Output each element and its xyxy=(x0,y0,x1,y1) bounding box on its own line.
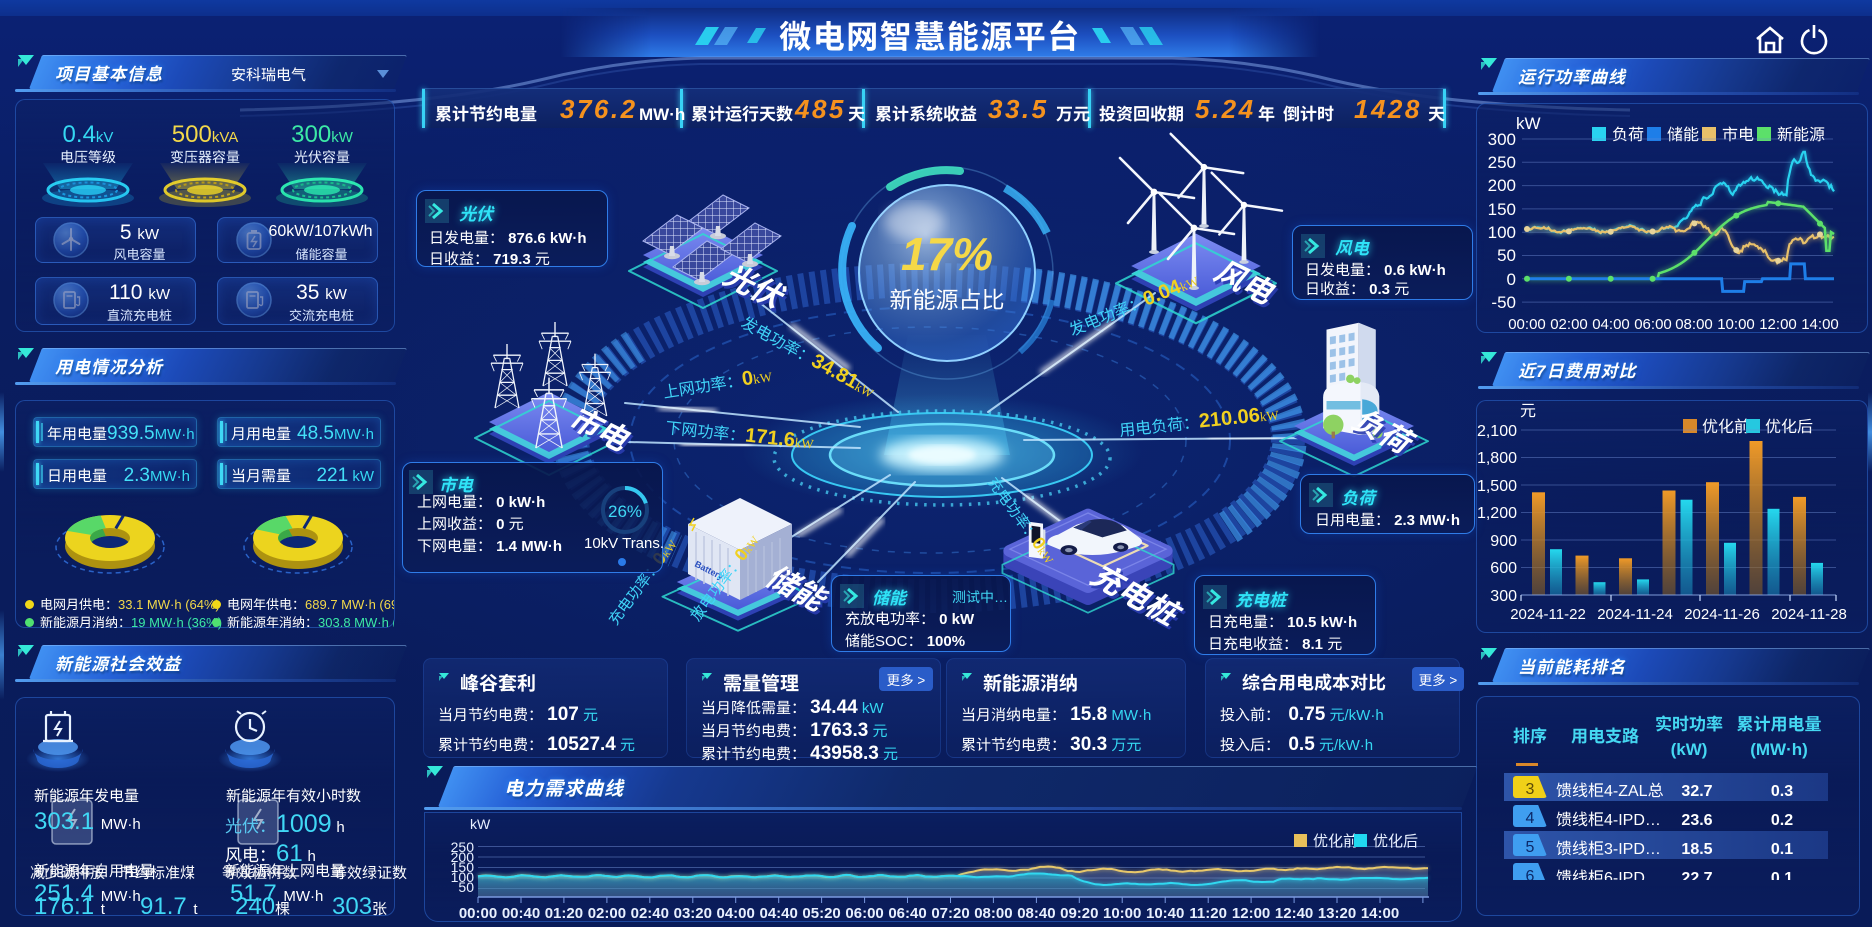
svg-text:900: 900 xyxy=(1490,533,1517,550)
svg-text:优化前: 优化前 xyxy=(1313,833,1358,850)
svg-text:08:40: 08:40 xyxy=(1017,905,1055,922)
svg-text:09:20: 09:20 xyxy=(1060,905,1098,922)
svg-text:100: 100 xyxy=(451,869,475,885)
svg-text:50: 50 xyxy=(1497,246,1516,265)
svg-text:市电: 市电 xyxy=(1722,121,1754,145)
svg-text:03:20: 03:20 xyxy=(674,905,712,922)
svg-text:00:00: 00:00 xyxy=(1508,316,1546,333)
svg-text:2024-11-24: 2024-11-24 xyxy=(1597,606,1673,623)
svg-text:0: 0 xyxy=(1507,270,1516,289)
svg-text:04:00: 04:00 xyxy=(1592,316,1630,333)
svg-text:02:00: 02:00 xyxy=(1550,316,1588,333)
svg-text:微电网智慧能源平台: 微电网智慧能源平台 xyxy=(779,12,1081,58)
svg-text:13:20: 13:20 xyxy=(1318,905,1356,922)
svg-text:1,800: 1,800 xyxy=(1477,450,1517,467)
svg-text:储能: 储能 xyxy=(1667,121,1699,145)
svg-text:17%: 17% xyxy=(901,228,993,280)
svg-text:06:00: 06:00 xyxy=(1634,316,1672,333)
svg-text:10:40: 10:40 xyxy=(1146,905,1184,922)
svg-text:元: 元 xyxy=(1520,403,1536,420)
svg-text:06:00: 06:00 xyxy=(845,905,883,922)
svg-text:1,500: 1,500 xyxy=(1477,478,1517,495)
svg-text:2024-11-22: 2024-11-22 xyxy=(1510,606,1586,623)
svg-text:26%: 26% xyxy=(608,502,642,521)
svg-text:250: 250 xyxy=(451,839,475,855)
svg-text:2,100: 2,100 xyxy=(1477,423,1517,440)
svg-text:优化后: 优化后 xyxy=(1373,833,1418,850)
svg-text:12:40: 12:40 xyxy=(1275,905,1313,922)
svg-text:12:00: 12:00 xyxy=(1232,905,1270,922)
svg-text:2024-11-28: 2024-11-28 xyxy=(1771,606,1847,623)
svg-text:600: 600 xyxy=(1490,560,1517,577)
svg-text:150: 150 xyxy=(451,859,475,875)
svg-text:01:20: 01:20 xyxy=(545,905,583,922)
svg-text:负荷: 负荷 xyxy=(1612,121,1644,145)
svg-text:250: 250 xyxy=(1488,153,1516,172)
svg-text:100: 100 xyxy=(1488,223,1516,242)
svg-text:1,200: 1,200 xyxy=(1477,505,1517,522)
svg-text:11:20: 11:20 xyxy=(1189,905,1227,922)
svg-text:07:20: 07:20 xyxy=(931,905,969,922)
svg-text:kW: kW xyxy=(1516,114,1541,133)
svg-text:优化前: 优化前 xyxy=(1702,413,1750,437)
svg-text:02:00: 02:00 xyxy=(588,905,626,922)
svg-text:新能源占比: 新能源占比 xyxy=(890,281,1005,315)
svg-text:300: 300 xyxy=(1488,130,1516,149)
svg-text:2024-11-26: 2024-11-26 xyxy=(1684,606,1760,623)
svg-text:04:40: 04:40 xyxy=(760,905,798,922)
svg-text:12:00: 12:00 xyxy=(1759,316,1797,333)
svg-text:00:40: 00:40 xyxy=(502,905,540,922)
svg-text:新能源: 新能源 xyxy=(1777,121,1825,145)
svg-text:14:00: 14:00 xyxy=(1801,316,1839,333)
svg-text:300: 300 xyxy=(1490,588,1517,605)
svg-text:150: 150 xyxy=(1488,200,1516,219)
svg-text:200: 200 xyxy=(451,849,475,865)
svg-text:05:20: 05:20 xyxy=(802,905,840,922)
svg-text:50: 50 xyxy=(458,879,474,895)
svg-text:-50: -50 xyxy=(1491,293,1516,312)
svg-text:08:00: 08:00 xyxy=(974,905,1012,922)
svg-text:02:40: 02:40 xyxy=(631,905,669,922)
svg-text:10:00: 10:00 xyxy=(1717,316,1755,333)
svg-text:10:00: 10:00 xyxy=(1103,905,1141,922)
svg-text:200: 200 xyxy=(1488,176,1516,195)
svg-text:08:00: 08:00 xyxy=(1675,316,1713,333)
svg-text:00:00: 00:00 xyxy=(459,905,497,922)
svg-text:06:40: 06:40 xyxy=(888,905,926,922)
svg-text:kW: kW xyxy=(470,816,491,832)
svg-text:优化后: 优化后 xyxy=(1765,413,1813,437)
svg-text:用电负荷：210.06kW: 用电负荷：210.06kW xyxy=(1118,400,1280,441)
svg-text:14:00: 14:00 xyxy=(1361,905,1399,922)
svg-text:04:00: 04:00 xyxy=(717,905,755,922)
